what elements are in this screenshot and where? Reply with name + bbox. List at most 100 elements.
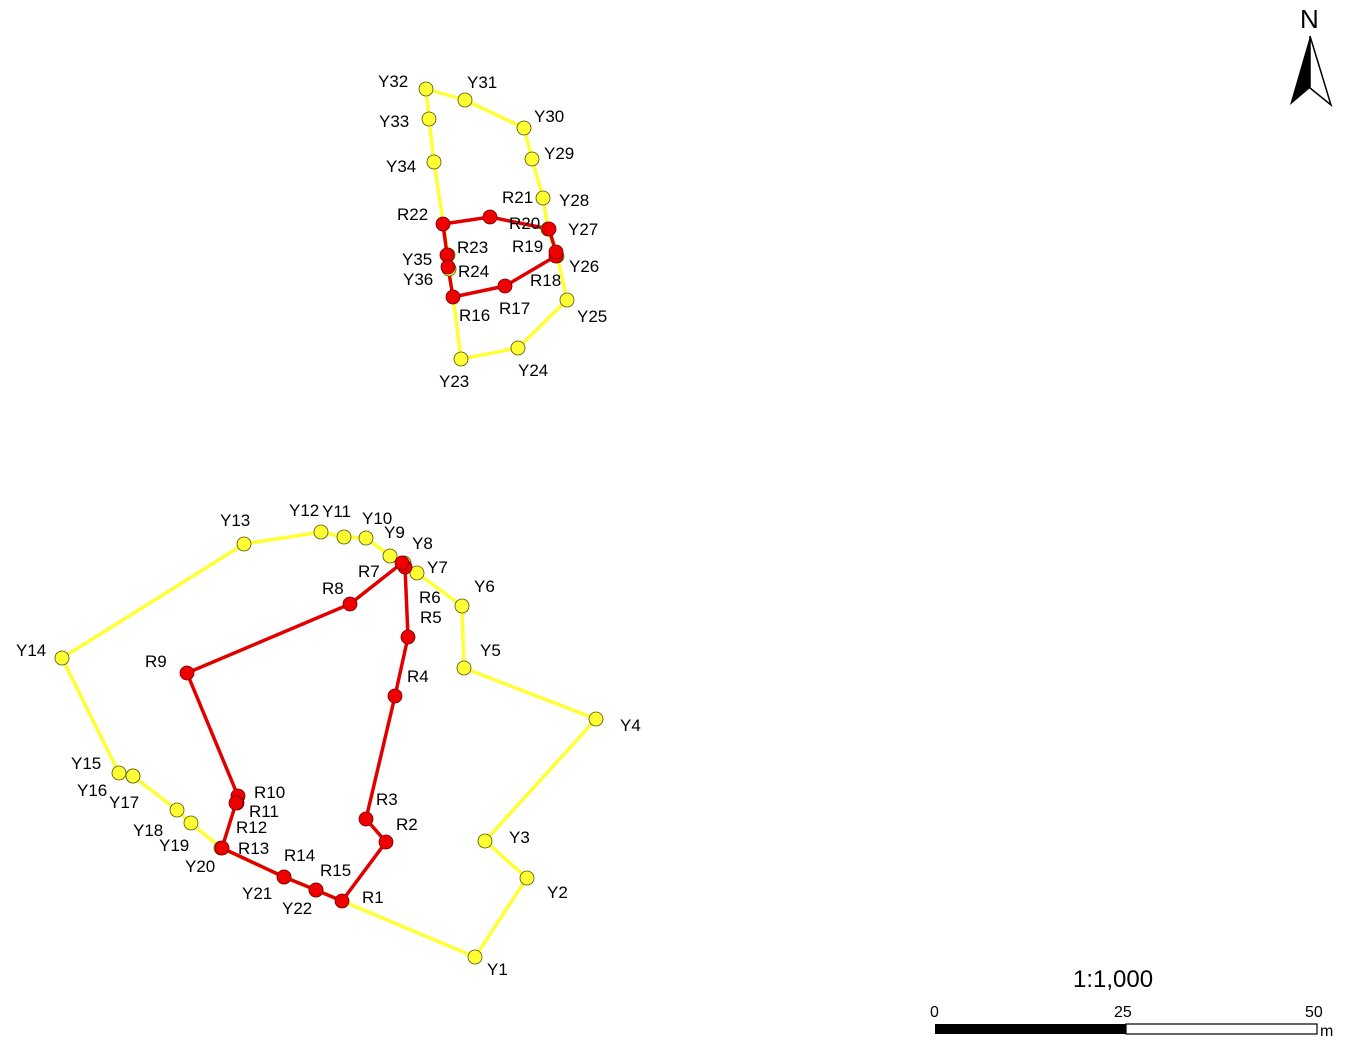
label-r12: R12 <box>236 818 267 837</box>
label-y28: Y28 <box>559 191 589 210</box>
label-r24: R24 <box>458 262 489 281</box>
point-y25 <box>560 293 574 307</box>
point-r13 <box>215 841 229 855</box>
label-y29: Y29 <box>544 144 574 163</box>
label-y33: Y33 <box>379 112 409 131</box>
label-r3: R3 <box>376 790 398 809</box>
point-r20 <box>542 222 556 236</box>
point-y2 <box>520 871 534 885</box>
point-y9 <box>383 549 397 563</box>
label-y22: Y22 <box>282 899 312 918</box>
label-y25: Y25 <box>577 307 607 326</box>
scale-tick-0: 0 <box>930 1004 939 1021</box>
point-y32 <box>419 82 433 96</box>
point-r16 <box>446 290 460 304</box>
north-arrow: N <box>1290 4 1331 105</box>
point-y3 <box>478 834 492 848</box>
point-r8 <box>343 597 357 611</box>
label-r15: R15 <box>320 861 351 880</box>
label-r5: R5 <box>420 608 442 627</box>
point-y23 <box>454 352 468 366</box>
point-r4 <box>388 689 402 703</box>
label-y27: Y27 <box>568 220 598 239</box>
label-y26: Y26 <box>569 257 599 276</box>
label-y12: Y12 <box>289 501 319 520</box>
point-y15 <box>112 766 126 780</box>
north-arrow-light-half <box>1310 36 1331 105</box>
label-r18: R18 <box>530 271 561 290</box>
label-r22: R22 <box>397 205 428 224</box>
label-r1: R1 <box>362 888 384 907</box>
label-y6: Y6 <box>474 577 495 596</box>
label-y20: Y20 <box>185 857 215 876</box>
label-r9: R9 <box>145 652 167 671</box>
label-y24: Y24 <box>518 361 548 380</box>
point-y5 <box>457 661 471 675</box>
point-y4 <box>589 712 603 726</box>
label-y36: Y36 <box>403 270 433 289</box>
scale-tick-25: 25 <box>1114 1004 1132 1021</box>
point-y18 <box>170 803 184 817</box>
label-r19: R19 <box>512 237 543 256</box>
label-y4: Y4 <box>620 716 641 735</box>
label-y30: Y30 <box>534 107 564 126</box>
label-r10: R10 <box>254 783 285 802</box>
north-arrow-dark-half <box>1290 36 1310 105</box>
point-r15 <box>309 883 323 897</box>
point-y11 <box>337 530 351 544</box>
point-y34 <box>427 155 441 169</box>
label-y3: Y3 <box>509 828 530 847</box>
point-r3 <box>359 812 373 826</box>
point-y10 <box>359 531 373 545</box>
label-y16: Y16 <box>77 781 107 800</box>
point-r9 <box>180 666 194 680</box>
label-y7: Y7 <box>427 558 448 577</box>
scale-bar-white-segment <box>1126 1024 1317 1034</box>
point-y14 <box>55 651 69 665</box>
label-r17: R17 <box>499 299 530 318</box>
point-y33 <box>422 112 436 126</box>
label-r16: R16 <box>459 306 490 325</box>
scale-tick-50: 50 <box>1305 1004 1323 1021</box>
point-r22 <box>436 217 450 231</box>
label-y34: Y34 <box>386 157 416 176</box>
point-r7 <box>395 556 409 570</box>
point-r2 <box>379 835 393 849</box>
point-r14 <box>277 870 291 884</box>
point-y29 <box>525 152 539 166</box>
point-r21 <box>483 210 497 224</box>
point-r19 <box>549 245 563 259</box>
point-y28 <box>536 191 550 205</box>
label-y2: Y2 <box>547 883 568 902</box>
point-y19 <box>184 816 198 830</box>
label-y13: Y13 <box>220 511 250 530</box>
point-r1 <box>335 894 349 908</box>
label-y15: Y15 <box>71 754 101 773</box>
point-r17 <box>498 279 512 293</box>
point-y1 <box>468 950 482 964</box>
label-r4: R4 <box>407 667 429 686</box>
label-r7: R7 <box>358 562 380 581</box>
point-y17 <box>126 769 140 783</box>
point-y30 <box>517 121 531 135</box>
label-y1: Y1 <box>487 960 508 979</box>
label-y14: Y14 <box>16 641 46 660</box>
point-y13 <box>237 537 251 551</box>
point-y12 <box>314 525 328 539</box>
scale-bar: 1:1,000 0 25 50 m <box>930 966 1333 1040</box>
label-r23: R23 <box>457 238 488 257</box>
label-y10: Y10 <box>362 509 392 528</box>
label-y11: Y11 <box>322 502 351 521</box>
label-y5: Y5 <box>480 641 501 660</box>
label-y19: Y19 <box>159 836 189 855</box>
label-y31: Y31 <box>467 73 497 92</box>
label-y32: Y32 <box>378 72 408 91</box>
label-r21: R21 <box>502 188 533 207</box>
scale-unit: m <box>1320 1023 1333 1040</box>
label-y21: Y21 <box>242 884 272 903</box>
label-y17: Y17 <box>109 793 139 812</box>
point-y31 <box>458 93 472 107</box>
point-y24 <box>511 341 525 355</box>
label-r20: R20 <box>509 214 540 233</box>
